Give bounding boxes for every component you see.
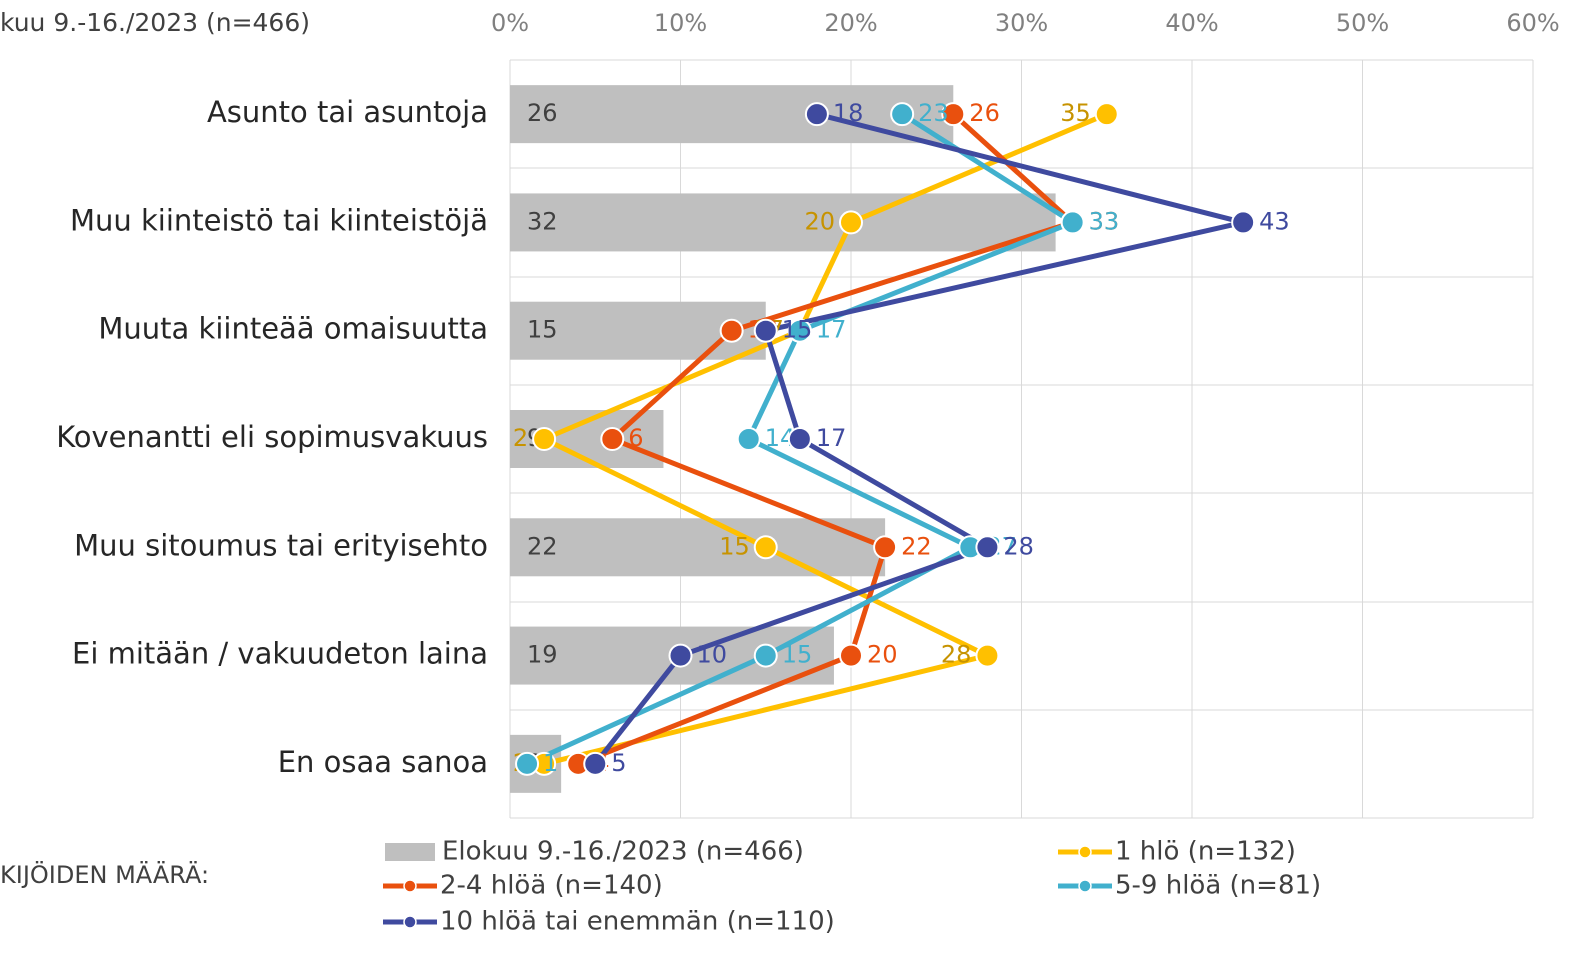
category-label: Muuta kiinteää omaisuutta — [98, 312, 488, 346]
marker — [941, 102, 966, 127]
marker — [668, 643, 693, 668]
data-label: 15 — [527, 316, 558, 344]
marker — [753, 643, 778, 668]
legend-marker — [403, 879, 417, 893]
data-label: 22 — [901, 532, 932, 560]
legend-title: KIJÖIDEN MÄÄRÄ: — [0, 860, 209, 889]
legend-swatch — [385, 843, 435, 861]
x-tick-label: 10% — [654, 9, 707, 37]
data-label: 17 — [816, 424, 847, 452]
category-label: En osaa sanoa — [278, 745, 488, 779]
marker — [736, 427, 761, 451]
legend-label: 2-4 hlöä (n=140) — [440, 871, 663, 901]
data-label: 43 — [1259, 207, 1290, 235]
data-label: 1 — [543, 749, 558, 777]
legend-label: 10 hlöä tai enemmän (n=110) — [440, 907, 835, 937]
marker — [1231, 210, 1256, 235]
marker — [787, 427, 812, 451]
data-label: 6 — [628, 424, 643, 452]
data-label: 33 — [1089, 207, 1120, 235]
data-label: 26 — [969, 99, 1000, 127]
category-label: Asunto tai asuntoja — [207, 95, 488, 129]
x-tick-label: 20% — [824, 9, 877, 37]
marker — [515, 751, 540, 776]
data-label: 33 — [1089, 207, 1120, 235]
data-label: 22 — [527, 532, 558, 560]
marker — [1060, 210, 1085, 235]
bar — [510, 518, 886, 577]
data-label: 20 — [867, 641, 898, 669]
marker — [753, 318, 778, 343]
header: kuu 9.-16./2023 (n=466) — [0, 8, 310, 37]
marker — [600, 427, 625, 451]
x-tick-label: 60% — [1506, 9, 1559, 37]
bar — [510, 193, 1056, 252]
marker — [532, 427, 557, 451]
legend-label: 5-9 hlöä (n=81) — [1115, 871, 1321, 901]
data-label: 18 — [833, 99, 864, 127]
data-label: 15 — [782, 641, 813, 669]
data-label: 5 — [611, 749, 626, 777]
marker — [804, 102, 829, 127]
legend-label: Elokuu 9.-16./2023 (n=466) — [442, 837, 804, 867]
marker — [1094, 102, 1119, 127]
marker — [719, 318, 744, 343]
marker — [890, 102, 915, 127]
marker — [873, 535, 898, 560]
data-label: 17 — [816, 316, 847, 344]
legend-label: 1 hlö (n=132) — [1115, 837, 1296, 867]
data-label: 28 — [941, 641, 972, 669]
marker — [753, 535, 778, 560]
data-label: 15 — [782, 316, 813, 344]
bar — [510, 85, 954, 144]
data-label: 19 — [527, 641, 558, 669]
marker — [583, 751, 608, 776]
category-label: Muu kiinteistö tai kiinteistöjä — [70, 203, 488, 237]
category-label: Ei mitään / vakuudeton laina — [72, 637, 488, 671]
data-label: 23 — [918, 99, 949, 127]
x-tick-label: 0% — [491, 9, 529, 37]
data-label: 26 — [527, 99, 558, 127]
data-label: 35 — [1060, 99, 1091, 127]
x-tick-label: 50% — [1336, 9, 1389, 37]
data-label: 20 — [804, 207, 835, 235]
data-label: 2 — [513, 424, 528, 452]
marker — [975, 535, 1000, 560]
legend-marker — [1078, 845, 1092, 859]
marker — [975, 643, 1000, 668]
data-label: 28 — [1003, 532, 1034, 560]
legend-marker — [403, 915, 417, 929]
x-tick-label: 40% — [1165, 9, 1218, 37]
data-label: 32 — [527, 207, 558, 235]
category-label: Muu sitoumus tai erityisehto — [74, 528, 488, 562]
marker — [839, 210, 863, 235]
x-tick-label: 30% — [995, 9, 1048, 37]
data-label: 15 — [719, 532, 750, 560]
category-label: Kovenantti eli sopimusvakuus — [56, 420, 488, 454]
data-label: 10 — [697, 641, 728, 669]
marker — [839, 643, 863, 668]
legend-marker — [1078, 879, 1092, 893]
marker — [787, 318, 812, 343]
